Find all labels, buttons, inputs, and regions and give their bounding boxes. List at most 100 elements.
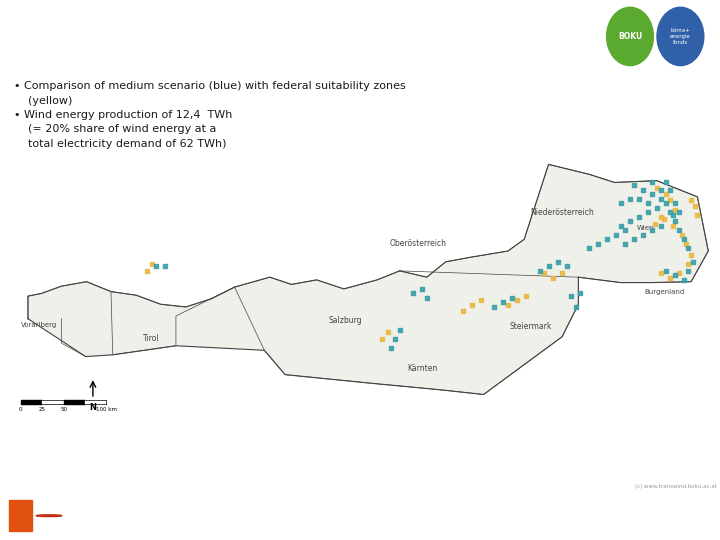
Ellipse shape bbox=[606, 7, 654, 65]
Text: Spatial distribution of optimal wind sites: Spatial distribution of optimal wind sit… bbox=[25, 26, 503, 50]
Point bbox=[376, 334, 387, 343]
Point bbox=[539, 268, 550, 277]
Point bbox=[575, 289, 586, 298]
Point bbox=[394, 325, 405, 334]
Point bbox=[642, 199, 654, 207]
Point bbox=[629, 181, 640, 190]
Point bbox=[141, 267, 153, 275]
Point bbox=[615, 221, 626, 230]
Point bbox=[619, 226, 631, 234]
Text: Burgenland: Burgenland bbox=[644, 288, 684, 295]
Point bbox=[647, 226, 658, 234]
Point bbox=[466, 301, 477, 309]
Point bbox=[489, 302, 500, 311]
Text: Wind: Wind bbox=[97, 509, 135, 522]
Text: 25: 25 bbox=[39, 407, 45, 412]
Point bbox=[660, 178, 672, 187]
Point bbox=[656, 185, 667, 194]
Point bbox=[421, 294, 433, 302]
Point bbox=[660, 199, 672, 207]
Text: klima+
energie
fonds: klima+ energie fonds bbox=[670, 28, 690, 45]
Point bbox=[669, 199, 680, 207]
Point bbox=[669, 217, 680, 226]
Text: Steiermark: Steiermark bbox=[509, 322, 552, 332]
Point bbox=[669, 205, 680, 214]
Point bbox=[408, 289, 419, 298]
Point bbox=[633, 194, 644, 203]
Point bbox=[416, 285, 428, 293]
Point bbox=[647, 178, 658, 187]
Point bbox=[685, 251, 697, 259]
Point bbox=[642, 208, 654, 217]
Text: N: N bbox=[89, 403, 96, 411]
Text: Kärnten: Kärnten bbox=[407, 364, 437, 373]
Point bbox=[565, 292, 577, 300]
Point bbox=[656, 268, 667, 277]
Point bbox=[689, 201, 701, 210]
Point bbox=[498, 298, 509, 307]
Bar bbox=[9, 500, 32, 531]
Point bbox=[674, 226, 685, 234]
Point bbox=[669, 271, 680, 280]
Point bbox=[651, 184, 662, 192]
Text: BOKU: BOKU bbox=[618, 32, 642, 41]
Point bbox=[385, 343, 397, 352]
Text: Presentation|  04.09.2017  |  IAEE – TU Vienna: Presentation| 04.09.2017 | IAEE – TU Vie… bbox=[162, 509, 468, 522]
Circle shape bbox=[36, 515, 62, 517]
Text: (c) www.transwind.boku.ac.at: (c) www.transwind.boku.ac.at bbox=[634, 484, 716, 489]
Point bbox=[534, 267, 545, 275]
Point bbox=[629, 235, 640, 244]
Point bbox=[683, 259, 694, 268]
Point bbox=[683, 244, 694, 253]
Text: • Comparison of medium scenario (blue) with federal suitability zones
    (yello: • Comparison of medium scenario (blue) w… bbox=[14, 81, 406, 149]
Point bbox=[390, 334, 401, 343]
Point bbox=[667, 211, 679, 219]
Ellipse shape bbox=[657, 7, 703, 65]
Point bbox=[647, 190, 658, 199]
Point bbox=[658, 214, 670, 223]
Point bbox=[615, 199, 626, 207]
Point bbox=[676, 231, 688, 239]
Point bbox=[683, 267, 694, 275]
Point bbox=[570, 302, 581, 311]
Point bbox=[619, 239, 631, 248]
Point bbox=[150, 262, 162, 271]
Point bbox=[680, 239, 691, 248]
Point bbox=[687, 258, 698, 266]
Text: Tirol: Tirol bbox=[143, 334, 160, 343]
Point bbox=[583, 244, 595, 253]
Point bbox=[552, 258, 563, 266]
Point bbox=[674, 208, 685, 217]
Point bbox=[665, 185, 676, 194]
Point bbox=[547, 274, 559, 282]
Point bbox=[660, 267, 672, 275]
Point bbox=[521, 292, 532, 300]
Text: Salzburg: Salzburg bbox=[329, 316, 362, 325]
Point bbox=[624, 194, 636, 203]
Point bbox=[561, 262, 572, 271]
Point bbox=[660, 190, 672, 199]
Point bbox=[601, 235, 613, 244]
Point bbox=[557, 268, 568, 277]
Point bbox=[611, 231, 622, 239]
Point bbox=[146, 259, 158, 268]
Point bbox=[624, 217, 636, 226]
Text: Vorarlberg: Vorarlberg bbox=[21, 322, 57, 328]
Text: 100 km: 100 km bbox=[96, 407, 117, 412]
Text: 50: 50 bbox=[60, 407, 67, 412]
Point bbox=[656, 212, 667, 221]
Point bbox=[633, 212, 644, 221]
Text: Niederösterreich: Niederösterreich bbox=[530, 208, 594, 217]
Text: Trans: Trans bbox=[57, 509, 97, 522]
Point bbox=[475, 295, 487, 304]
Point bbox=[637, 231, 649, 239]
Text: Oberösterreich: Oberösterreich bbox=[390, 239, 446, 248]
Point bbox=[678, 235, 690, 244]
Point bbox=[665, 208, 676, 217]
Point bbox=[543, 262, 554, 271]
Point bbox=[649, 220, 661, 228]
Text: 0: 0 bbox=[19, 407, 22, 412]
Point bbox=[503, 301, 514, 309]
Point bbox=[593, 239, 604, 248]
Text: Wien: Wien bbox=[637, 226, 654, 232]
